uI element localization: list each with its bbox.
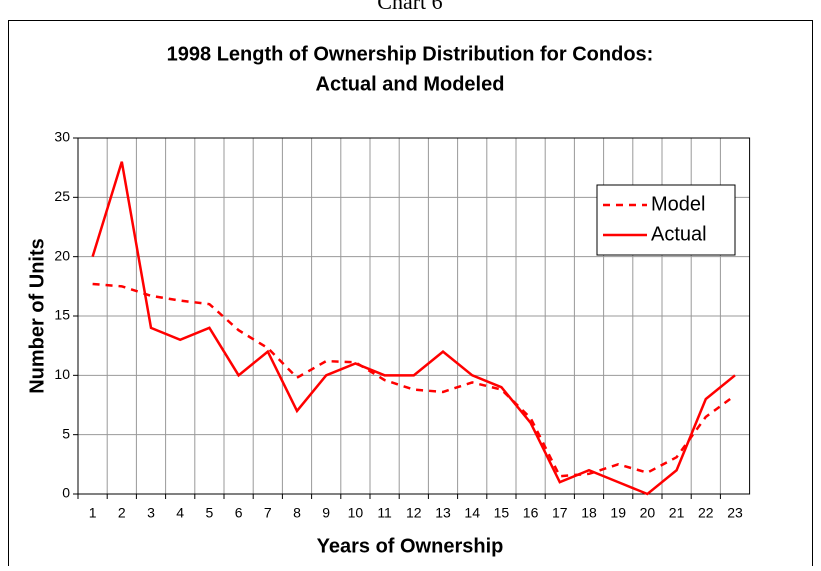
- x-tick-label: 1: [89, 505, 97, 521]
- x-tick-label: 18: [581, 505, 597, 521]
- y-tick-label: 5: [62, 425, 70, 441]
- x-tick-label: 9: [322, 505, 330, 521]
- chart-title: Actual and Modeled: [316, 73, 505, 95]
- x-tick-label: 11: [377, 505, 392, 521]
- legend-box: [596, 184, 736, 256]
- x-tick-label: 7: [264, 505, 272, 521]
- legend-label: Model: [651, 193, 705, 215]
- x-tick-label: 14: [464, 505, 480, 521]
- y-tick-label: 15: [54, 307, 70, 323]
- x-tick-label: 12: [406, 505, 422, 521]
- x-tick-label: 6: [235, 505, 243, 521]
- x-tick-label: 5: [206, 505, 214, 521]
- chart-title: 1998 Length of Ownership Distribution fo…: [167, 43, 654, 65]
- x-tick-label: 17: [552, 505, 568, 521]
- x-tick-label: 20: [640, 505, 656, 521]
- y-tick-label: 10: [54, 366, 70, 382]
- x-tick-label: 19: [610, 505, 626, 521]
- series-line: [91, 161, 736, 496]
- series-line: [92, 282, 736, 478]
- plot-frame: [77, 137, 751, 495]
- x-tick-label: 23: [727, 505, 743, 521]
- x-axis-label: Years of Ownership: [317, 535, 504, 557]
- x-tick-label: 3: [147, 505, 155, 521]
- x-tick-label: 21: [669, 505, 685, 521]
- x-tick-label: 10: [348, 505, 364, 521]
- y-tick-label: 30: [54, 129, 70, 145]
- y-tick-label: 0: [62, 485, 70, 501]
- x-tick-label: 8: [293, 505, 301, 521]
- legend-label: Actual: [651, 223, 707, 245]
- x-tick-label: 22: [698, 505, 714, 521]
- y-axis-label: Number of Units: [26, 238, 48, 394]
- x-tick-label: 15: [494, 505, 510, 521]
- x-tick-label: 13: [435, 505, 451, 521]
- y-tick-label: 25: [54, 188, 70, 204]
- x-tick-label: 4: [176, 505, 184, 521]
- y-tick-label: 20: [54, 247, 70, 263]
- x-tick-label: 2: [118, 505, 126, 521]
- chart-border: [8, 20, 813, 571]
- page-label: Chart 6: [377, 0, 442, 14]
- x-tick-label: 16: [523, 505, 539, 521]
